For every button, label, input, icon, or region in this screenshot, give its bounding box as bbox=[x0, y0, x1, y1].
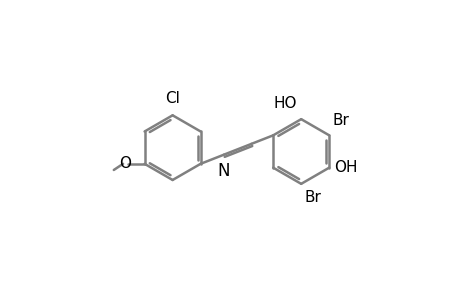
Text: N: N bbox=[217, 162, 230, 180]
Text: Br: Br bbox=[331, 112, 348, 128]
Text: HO: HO bbox=[273, 97, 297, 112]
Text: Br: Br bbox=[303, 190, 320, 205]
Text: Cl: Cl bbox=[165, 91, 179, 106]
Text: OH: OH bbox=[333, 160, 357, 175]
Text: O: O bbox=[119, 156, 131, 171]
